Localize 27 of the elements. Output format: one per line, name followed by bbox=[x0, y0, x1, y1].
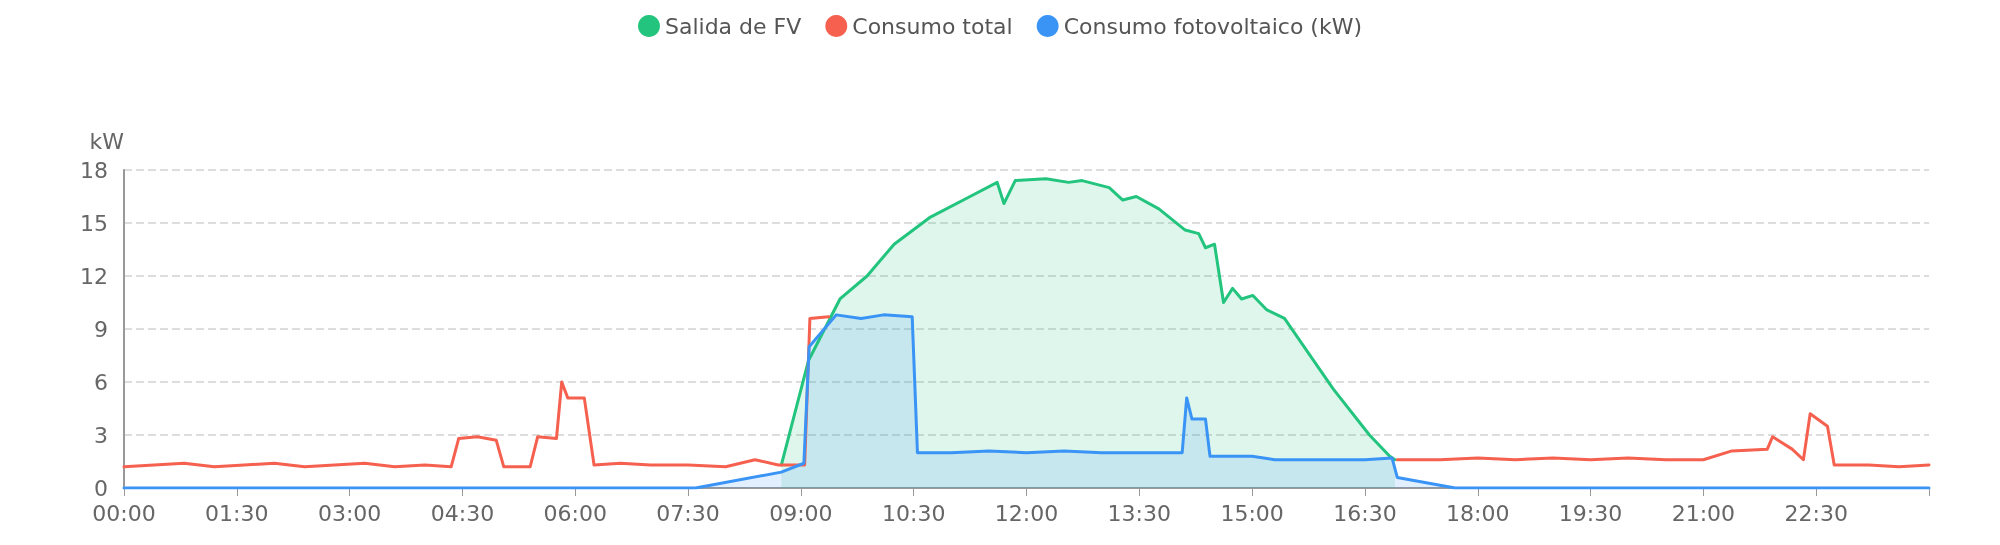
x-tick-label: 12:00 bbox=[994, 500, 1059, 526]
y-tick-label: 12 bbox=[80, 263, 108, 289]
x-tick-label: 13:30 bbox=[1107, 500, 1172, 526]
x-tick-label: 19:30 bbox=[1558, 500, 1623, 526]
legend-label: Salida de FV bbox=[664, 13, 802, 39]
legend-label: Consumo fotovoltaico (kW) bbox=[1063, 13, 1363, 39]
x-tick-label: 04:30 bbox=[430, 500, 495, 526]
y-tick-label: 3 bbox=[94, 422, 108, 448]
y-tick-label: 6 bbox=[94, 369, 108, 395]
x-tick-label: 16:30 bbox=[1333, 500, 1397, 526]
x-tick-label: 09:00 bbox=[769, 500, 833, 526]
x-tick-label: 06:00 bbox=[543, 500, 607, 526]
x-tick-label: 01:30 bbox=[205, 500, 269, 526]
x-tick-label: 10:30 bbox=[881, 500, 946, 526]
x-tick-label: 00:00 bbox=[92, 500, 156, 526]
x-tick-label: 07:30 bbox=[656, 500, 720, 526]
y-tick-label: 18 bbox=[80, 157, 108, 183]
legend-label: Consumo total bbox=[852, 13, 1013, 39]
x-tick-label: 18:00 bbox=[1446, 500, 1510, 526]
x-tick-label: 22:30 bbox=[1784, 500, 1848, 526]
x-tick-label: 03:00 bbox=[317, 500, 382, 526]
y-tick-label: 0 bbox=[94, 475, 108, 501]
y-axis-title: kW bbox=[89, 128, 125, 154]
y-tick-label: 9 bbox=[94, 316, 108, 342]
y-tick-label: 15 bbox=[80, 210, 108, 236]
x-tick-label: 21:00 bbox=[1671, 500, 1736, 526]
x-tick-label: 15:00 bbox=[1220, 500, 1284, 526]
